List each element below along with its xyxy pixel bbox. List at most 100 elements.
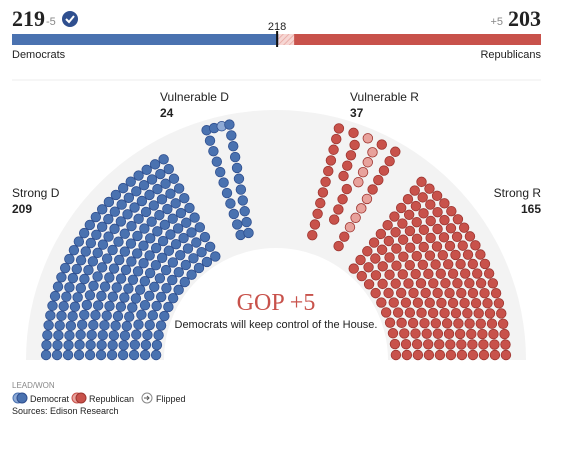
seat <box>119 228 130 239</box>
seat <box>215 166 226 178</box>
seat <box>154 209 165 221</box>
seat <box>160 178 171 189</box>
seat <box>499 328 510 340</box>
rep-label: Republicans <box>480 49 541 61</box>
seat <box>61 291 72 302</box>
seat <box>229 151 241 163</box>
seat <box>123 192 135 204</box>
seat <box>341 183 352 195</box>
seat <box>162 203 173 215</box>
seat <box>435 268 446 279</box>
seat <box>91 229 102 240</box>
seat <box>478 339 489 350</box>
seat <box>201 256 213 268</box>
seat <box>64 330 75 341</box>
seat <box>402 194 414 205</box>
seat <box>155 168 166 180</box>
seat <box>144 189 155 201</box>
seat <box>127 302 138 313</box>
seat <box>384 269 395 280</box>
seat <box>163 245 175 256</box>
seat <box>119 292 130 303</box>
seat <box>357 166 369 178</box>
seat <box>331 133 342 145</box>
seat <box>444 240 456 252</box>
seat <box>432 287 443 299</box>
seat <box>107 291 119 302</box>
seat <box>64 253 75 265</box>
seat <box>307 229 318 241</box>
seat <box>315 197 326 209</box>
seat <box>338 170 349 182</box>
seat <box>400 338 412 350</box>
seat <box>155 291 167 303</box>
seat <box>125 238 137 249</box>
seat <box>84 219 96 231</box>
seat <box>43 320 54 331</box>
seat <box>384 252 395 263</box>
seat <box>104 272 115 283</box>
seat <box>455 258 466 270</box>
seat <box>122 209 133 220</box>
seat <box>170 198 181 209</box>
seat <box>96 290 107 302</box>
seat <box>401 349 413 361</box>
seat <box>439 307 450 319</box>
seat <box>109 223 120 235</box>
seat <box>370 270 382 281</box>
seat <box>108 330 120 341</box>
seat <box>118 340 129 351</box>
seat <box>117 182 129 194</box>
seat <box>119 330 131 341</box>
seat <box>208 145 219 157</box>
seat <box>151 300 162 312</box>
seat <box>85 237 97 249</box>
seat <box>67 272 79 284</box>
seat <box>454 328 466 340</box>
legend-icon-flip <box>141 392 153 404</box>
seat <box>106 349 118 361</box>
seat <box>367 184 378 195</box>
seat <box>125 176 136 187</box>
seat <box>362 133 374 144</box>
seat <box>450 307 462 319</box>
seat <box>380 307 392 318</box>
subhead: Democrats will keep control of the House… <box>175 319 378 331</box>
seat <box>405 242 416 253</box>
seat <box>132 266 144 277</box>
seat <box>124 311 135 322</box>
seat <box>157 235 169 247</box>
seat <box>467 339 478 350</box>
seat <box>68 244 80 256</box>
seat <box>441 318 453 329</box>
seat <box>444 287 455 299</box>
seat <box>404 225 416 237</box>
seat <box>129 202 140 213</box>
seat <box>144 319 155 331</box>
seat <box>75 254 87 266</box>
seat <box>309 219 321 230</box>
seat <box>221 187 233 199</box>
seat <box>75 282 87 294</box>
seat <box>74 339 85 351</box>
group-count: 37 <box>350 106 364 120</box>
seat <box>167 213 178 224</box>
seat <box>325 155 337 166</box>
seat <box>410 268 421 280</box>
seat <box>487 278 499 289</box>
seat <box>404 307 416 318</box>
seat <box>415 278 427 289</box>
seat <box>323 165 334 177</box>
seat <box>110 189 122 201</box>
seat <box>56 272 67 283</box>
seat <box>188 253 199 264</box>
seat <box>172 223 184 234</box>
seat <box>79 273 90 285</box>
seat <box>146 174 158 185</box>
seat <box>99 320 110 331</box>
seat <box>500 349 512 361</box>
seat <box>497 318 509 329</box>
seat-group <box>201 119 254 241</box>
seat <box>174 250 186 261</box>
seat <box>447 297 459 309</box>
